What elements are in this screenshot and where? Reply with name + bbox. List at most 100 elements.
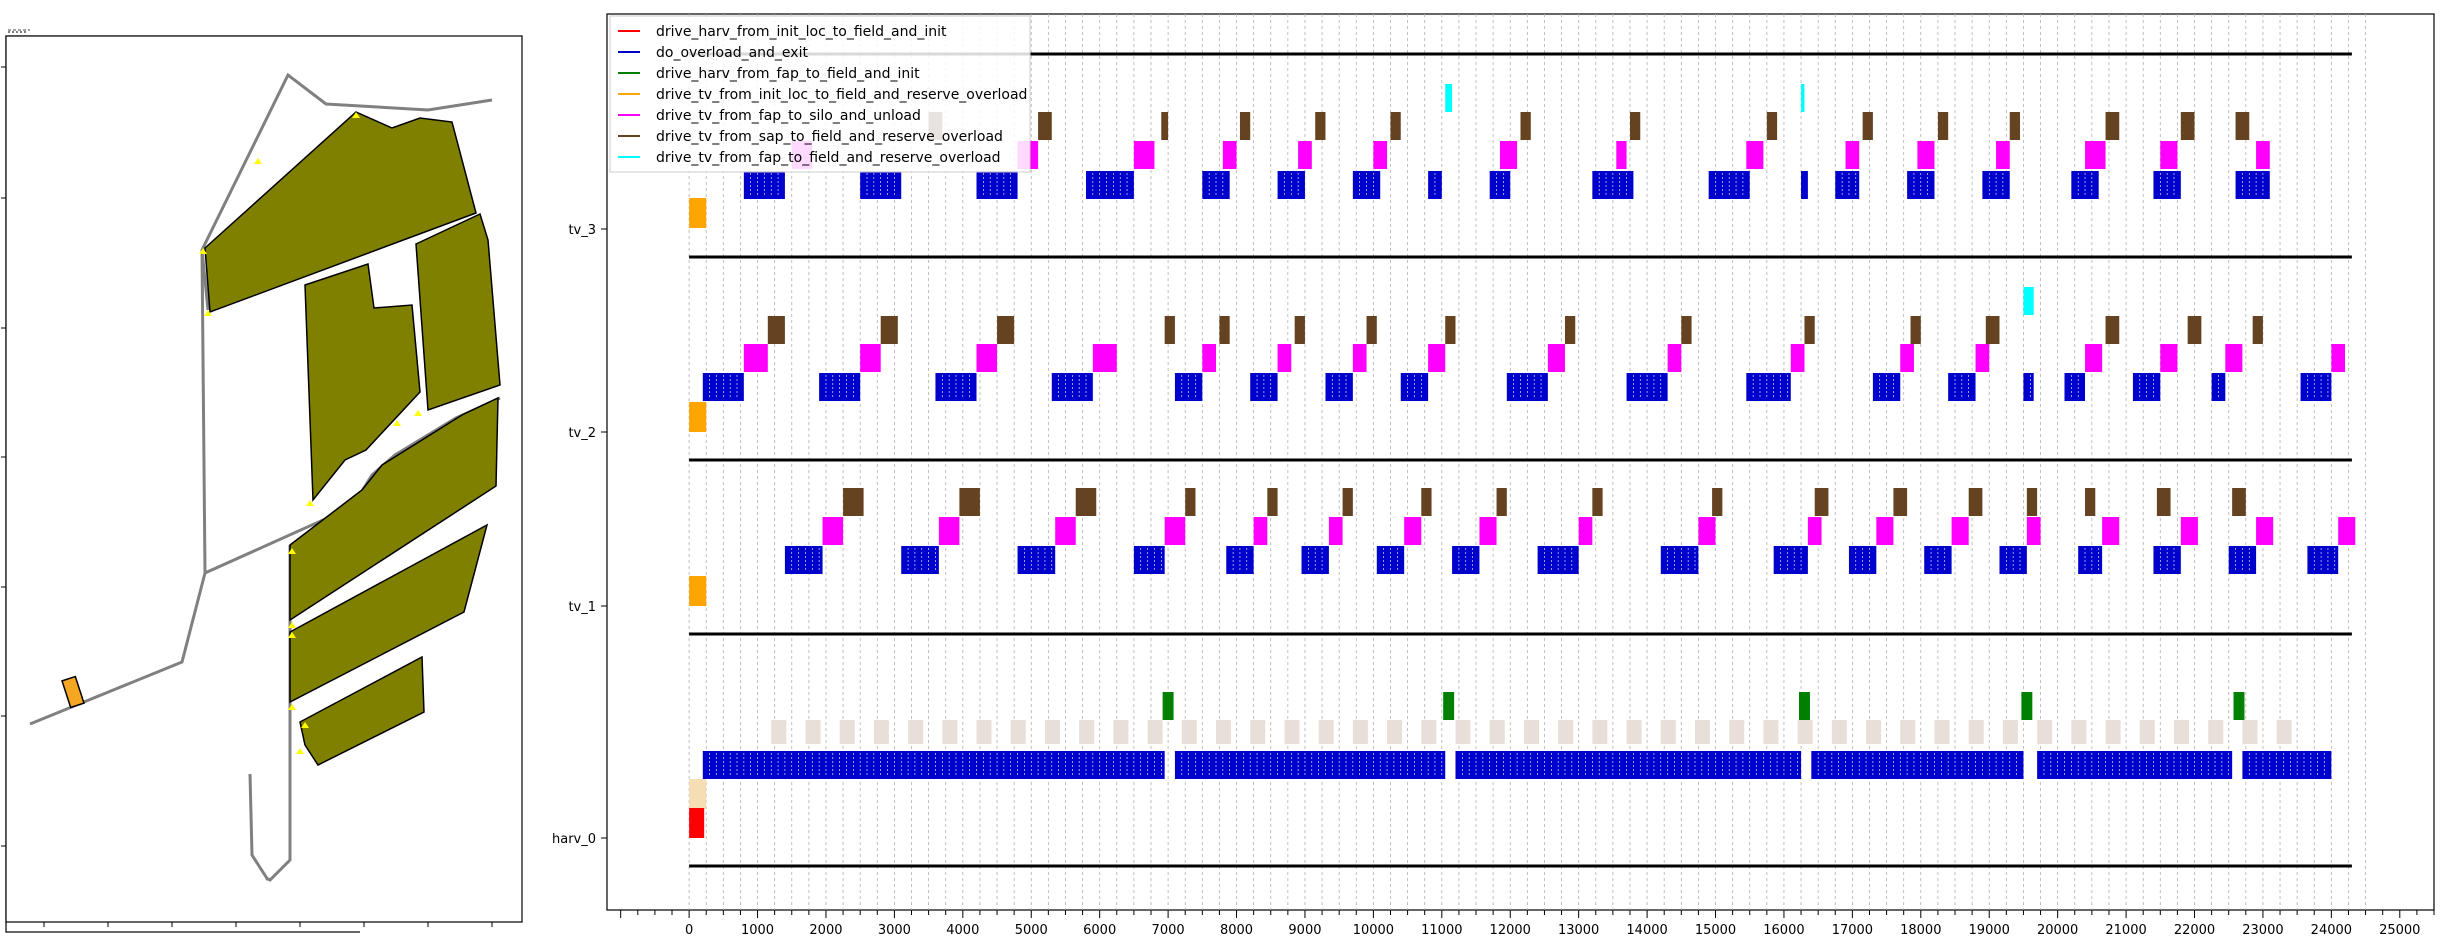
harv-ghost-bar	[1216, 720, 1232, 744]
tv2-unload-bar	[2331, 344, 2346, 372]
tv1-overload-bar	[1133, 546, 1165, 574]
tv3-unload-bar	[2160, 141, 2178, 169]
harv-ghost-bar	[1831, 720, 1847, 744]
tv1-unload-bar	[822, 517, 844, 545]
harv-refill-bar	[2233, 692, 2245, 720]
x-tick-label: 17000	[1832, 923, 1873, 938]
x-tick-label: 18000	[1900, 923, 1941, 938]
tv1-return-bar	[2085, 488, 2096, 516]
tv3-unload-bar	[2085, 141, 2106, 169]
tv3-cyan-bar	[1445, 84, 1453, 112]
tv2-return-bar	[1294, 316, 1305, 344]
x-axis: 0 1000 2000 3000 4000 5000 6000 7000 8000 9000 100…	[620, 910, 2435, 938]
harv-ghost-bar	[839, 720, 855, 744]
tv1-init-bar	[689, 576, 707, 606]
road-spur	[200, 249, 210, 311]
row-label-tv_3: tv_3	[568, 223, 596, 238]
x-tick-label: 2000	[809, 923, 842, 938]
x-tick-label: 6000	[1083, 923, 1116, 938]
road-south-2	[248, 773, 270, 881]
tv1-overload-bar	[784, 546, 823, 574]
legend-label: drive_tv_from_init_loc_to_field_and_rese…	[656, 87, 1027, 103]
tv3-cyan-bar	[1801, 84, 1805, 112]
harv-ghost-bar	[2242, 720, 2258, 744]
harv-ghost-bar	[1900, 720, 1916, 744]
x-tick-label: 7000	[1152, 923, 1185, 938]
tv2-overload-bar	[1746, 373, 1791, 401]
tv1-unload-bar	[2338, 517, 2356, 545]
harv-ghost-bar	[1113, 720, 1129, 744]
x-tick-label: 1000	[741, 923, 774, 938]
field-2	[304, 263, 421, 503]
tv1-overload-bar	[2078, 546, 2103, 574]
x-tick-label: 4000	[946, 923, 979, 938]
harv-overload-bar	[1174, 751, 1446, 779]
tv2-return-bar	[1366, 316, 1377, 344]
tv2-unload-bar	[860, 344, 881, 372]
tv1-return-bar	[1592, 488, 1603, 516]
fields	[204, 111, 501, 766]
harv-ghost-bar	[1010, 720, 1026, 744]
tv2-return-bar	[1164, 316, 1175, 344]
x-tick-label: 22000	[2174, 923, 2215, 938]
tv1-return-bar	[1712, 488, 1723, 516]
row-label-tv_1: tv_1	[568, 600, 596, 615]
harv-ghost-bar	[2071, 720, 2087, 744]
tv1-unload-bar	[1479, 517, 1497, 545]
x-tick-label: 10000	[1353, 923, 1394, 938]
harv-ghost-bar	[2105, 720, 2121, 744]
tv1-overload-bar	[1017, 546, 1056, 574]
harv-ghost-bar	[1250, 720, 1266, 744]
x-tick-label: 12000	[1490, 923, 1531, 938]
tv2-unload-bar	[2085, 344, 2103, 372]
harv-ghost-bar	[1044, 720, 1060, 744]
harv-ghost-bar	[1523, 720, 1539, 744]
tv1-return-bar	[1185, 488, 1196, 516]
tv2-return-bar	[880, 316, 898, 344]
harv-ghost-bar	[1147, 720, 1163, 744]
harv-ghost-bar	[2002, 720, 2018, 744]
tv3-unload-bar	[1499, 141, 1518, 169]
tv2-overload-bar	[2064, 373, 2086, 401]
tv2-return-bar	[1985, 316, 2000, 344]
tv2-overload-bar	[2300, 373, 2332, 401]
tv3-return-bar	[1629, 112, 1641, 140]
tv1-unload-bar	[1404, 517, 1422, 545]
legend: drive_harv_from_init_loc_to_field_and_in…	[609, 15, 1031, 173]
map-left-ticks	[1, 66, 6, 847]
x-tick-label: 3000	[878, 923, 911, 938]
tv2-return-bar	[2187, 316, 2202, 344]
tv3-return-bar	[1161, 112, 1169, 140]
harv-ghost-bar	[1797, 720, 1813, 744]
tv3-return-bar	[2180, 112, 2195, 140]
tv1-unload-bar	[1164, 517, 1186, 545]
harv-refill-bar	[1798, 692, 1810, 720]
tv3-init-bar	[689, 198, 707, 228]
harv-ghost-bar	[1558, 720, 1574, 744]
harv-ghost-bar	[873, 720, 889, 744]
legend-label: do_overload_and_exit	[656, 45, 808, 61]
x-tick-label: 14000	[1626, 923, 1667, 938]
x-tick-label: 5000	[1015, 923, 1048, 938]
field-markers	[199, 112, 422, 754]
tv2-unload-bar	[976, 344, 998, 372]
tv2-unload-bar	[1092, 344, 1117, 372]
harv-ghost-bar	[805, 720, 821, 744]
tv1-unload-bar	[1055, 517, 1076, 545]
tv2-unload-bar	[1277, 344, 1292, 372]
tv3-return-bar	[1766, 112, 1778, 140]
x-tick-label: 25000	[2379, 923, 2420, 938]
tv1-unload-bar	[2256, 517, 2274, 545]
vehicle-icon	[61, 675, 85, 709]
tv2-unload-bar	[743, 344, 768, 372]
harv-overload-bar	[702, 751, 1165, 779]
x-tick-label: 23000	[2242, 923, 2283, 938]
tv1-unload-bar	[1951, 517, 1969, 545]
harv-ghost-bar	[1489, 720, 1505, 744]
x-tick-label: 15000	[1695, 923, 1736, 938]
legend-label: drive_harv_from_fap_to_field_and_init	[656, 66, 920, 82]
harv-ghost-bar	[2276, 720, 2292, 744]
tv3-unload-bar	[1222, 141, 1237, 169]
field-5	[289, 523, 489, 704]
